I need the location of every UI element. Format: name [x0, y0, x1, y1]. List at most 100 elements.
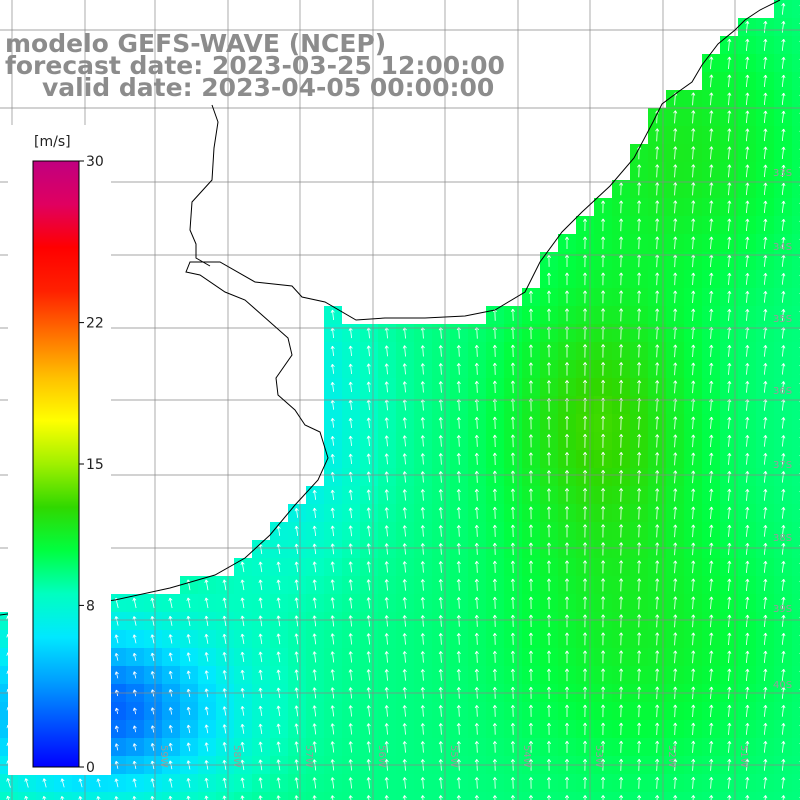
longitude-label: 51W — [738, 745, 749, 768]
wind-arrow — [510, 344, 515, 358]
wind-arrow — [564, 795, 570, 800]
wind-arrow — [781, 795, 786, 800]
wind-arrow — [366, 705, 371, 717]
wind-arrow — [510, 722, 515, 735]
wind-arrow — [582, 795, 588, 800]
wind-arrow — [709, 488, 714, 502]
wind-arrow — [673, 164, 678, 178]
wind-arrow — [673, 434, 678, 448]
wind-arrow — [781, 363, 786, 375]
wind-arrow — [564, 470, 570, 484]
wind-arrow — [78, 796, 83, 800]
wind-arrow — [510, 542, 515, 556]
wind-arrow — [709, 326, 714, 339]
wind-arrow — [673, 380, 678, 394]
wind-arrow — [763, 345, 768, 357]
wind-arrow — [528, 704, 534, 717]
title-line-1: modelo GEFS-WAVE (NCEP) — [5, 29, 386, 58]
wind-arrow — [402, 471, 407, 483]
wind-arrow — [456, 669, 461, 681]
wind-arrow — [673, 470, 678, 484]
wind-arrow — [294, 723, 299, 735]
wind-arrow — [582, 272, 588, 286]
wind-arrow — [655, 560, 660, 574]
wind-arrow — [348, 795, 353, 800]
wind-arrow — [312, 669, 317, 681]
wind-arrow — [132, 616, 137, 626]
wind-arrow — [691, 110, 696, 124]
wind-arrow — [222, 670, 227, 680]
wind-arrow — [114, 796, 119, 800]
wind-arrow — [709, 704, 714, 718]
latitude-label: 36S — [773, 386, 792, 397]
wind-arrow — [763, 668, 768, 681]
wind-arrow — [312, 597, 317, 609]
wind-arrow — [366, 795, 371, 800]
wind-arrow — [673, 110, 678, 124]
wind-arrow — [456, 651, 461, 663]
wind-arrow — [60, 796, 65, 800]
wind-arrow — [727, 777, 732, 789]
wind-arrow — [438, 489, 443, 501]
field-cell — [792, 774, 800, 792]
wind-arrow — [619, 470, 624, 484]
wind-arrow — [330, 579, 335, 591]
wind-arrow — [492, 560, 497, 573]
wind-arrow — [673, 632, 678, 646]
wind-arrow — [456, 363, 461, 375]
wind-arrow — [492, 704, 497, 717]
wind-arrow — [528, 795, 534, 800]
longitude-label: 59W — [158, 745, 169, 768]
wind-arrow — [564, 524, 570, 538]
wind-arrow — [601, 488, 606, 502]
wind-arrow — [348, 489, 353, 501]
wind-arrow — [600, 722, 606, 736]
wind-arrow — [691, 200, 696, 214]
wind-arrow — [619, 740, 624, 753]
wind-arrow — [691, 524, 696, 538]
wind-arrow — [781, 309, 786, 321]
wind-arrow — [186, 742, 191, 752]
wind-arrow — [186, 634, 191, 644]
wind-arrow — [330, 723, 335, 735]
latitude-label: 38S — [773, 533, 792, 544]
wind-arrow — [655, 218, 660, 232]
wind-arrow — [582, 379, 588, 394]
wind-arrow — [438, 597, 443, 609]
wind-arrow — [384, 795, 389, 800]
wind-arrow — [763, 56, 768, 69]
field-cell — [792, 378, 800, 396]
wind-arrow — [420, 543, 425, 555]
wind-arrow — [691, 740, 696, 753]
wind-arrow — [474, 705, 479, 717]
wind-arrow — [420, 471, 425, 483]
wind-arrow — [691, 578, 696, 592]
wind-arrow — [438, 741, 443, 753]
wind-arrow — [240, 633, 245, 645]
wind-arrow — [781, 381, 786, 393]
wind-arrow — [150, 743, 155, 751]
field-cell — [0, 792, 18, 800]
wind-arrow — [637, 434, 642, 448]
wind-arrow — [366, 435, 371, 447]
wind-arrow — [582, 488, 588, 502]
wind-arrow — [528, 560, 534, 574]
wind-arrow — [222, 597, 227, 609]
wind-arrow — [709, 668, 714, 682]
wind-arrow — [582, 362, 588, 376]
wind-arrow — [763, 542, 768, 555]
field-cell — [792, 504, 800, 522]
wind-arrow — [204, 706, 209, 716]
wind-arrow — [781, 3, 786, 15]
wind-arrow — [763, 236, 768, 249]
wind-arrow — [781, 128, 786, 142]
wind-arrow — [366, 489, 371, 501]
wind-arrow — [564, 433, 570, 448]
title-line-3: valid date: 2023-04-05 00:00:00 — [42, 73, 494, 102]
wind-arrow — [258, 633, 263, 645]
wind-arrow — [348, 669, 353, 681]
wind-arrow — [673, 668, 678, 682]
wind-arrow — [637, 164, 642, 178]
wind-arrow — [546, 416, 552, 430]
latitude-label: 35S — [773, 314, 792, 325]
